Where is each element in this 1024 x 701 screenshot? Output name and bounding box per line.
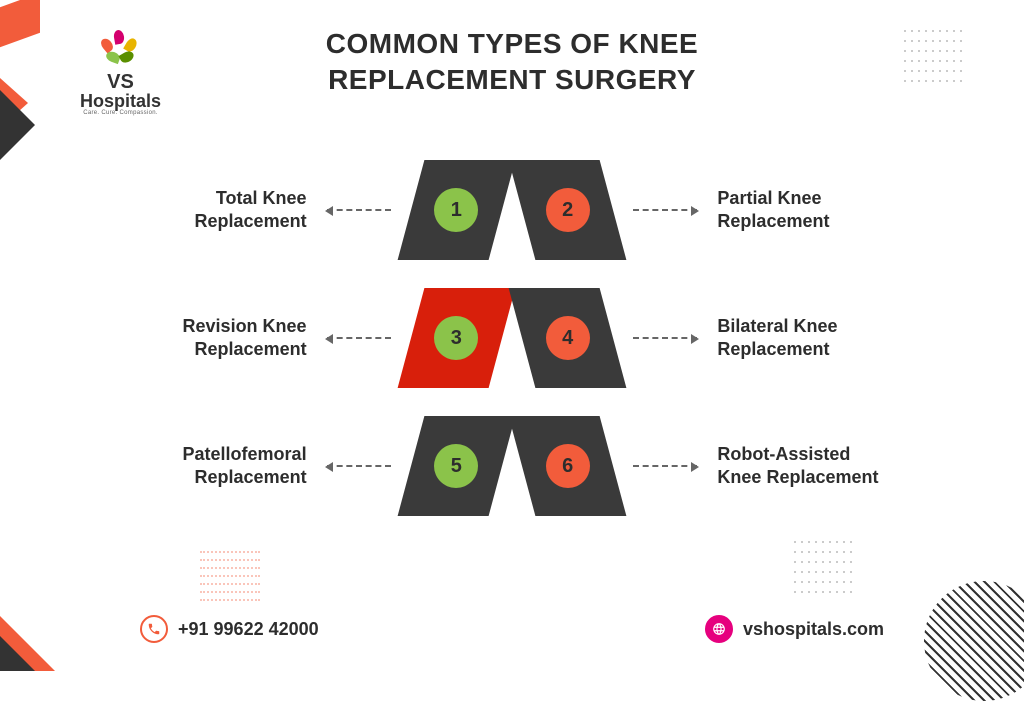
number-badge-2: 2 [546, 188, 590, 232]
number-badge-1: 1 [434, 188, 478, 232]
grid-row-1: Total Knee Replacement 1 2 Partial Knee … [142, 160, 882, 260]
item-label-4: Bilateral Knee Replacement [717, 315, 882, 362]
page-title-line2: REPLACEMENT SURGERY [0, 64, 1024, 96]
item-label-5: Patellofemoral Replacement [142, 443, 307, 490]
number-badge-6: 6 [546, 444, 590, 488]
grid-row-2: Revision Knee Replacement 3 4 Bilateral … [142, 288, 882, 388]
website-contact: vshospitals.com [705, 615, 884, 643]
deco-wavy-lines [200, 551, 260, 611]
arrow-right-icon [633, 337, 697, 339]
phone-icon [140, 615, 168, 643]
arrow-left-icon [327, 337, 391, 339]
item-label-3: Revision Knee Replacement [142, 315, 307, 362]
deco-dots-br [794, 541, 854, 601]
footer: +91 99622 42000 vshospitals.com [0, 615, 1024, 643]
tile-5: 5 [411, 416, 502, 516]
arrow-left-icon [327, 465, 391, 467]
item-label-6: Robot-Assisted Knee Replacement [717, 443, 882, 490]
item-label-1: Total Knee Replacement [142, 187, 307, 234]
grid-row-3: Patellofemoral Replacement 5 6 Robot-Ass… [142, 416, 882, 516]
page-title-line1: COMMON TYPES OF KNEE [0, 28, 1024, 60]
arrow-right-icon [633, 209, 697, 211]
deco-top-left-dark [0, 90, 35, 160]
tile-2: 2 [522, 160, 613, 260]
globe-icon [705, 615, 733, 643]
phone-contact: +91 99622 42000 [140, 615, 319, 643]
tile-3: 3 [411, 288, 502, 388]
website-url: vshospitals.com [743, 619, 884, 640]
phone-number: +91 99622 42000 [178, 619, 319, 640]
types-grid: Total Knee Replacement 1 2 Partial Knee … [142, 160, 882, 544]
tile-6: 6 [522, 416, 613, 516]
number-badge-4: 4 [546, 316, 590, 360]
item-label-2: Partial Knee Replacement [717, 187, 882, 234]
number-badge-3: 3 [434, 316, 478, 360]
arrow-right-icon [633, 465, 697, 467]
tile-1: 1 [411, 160, 502, 260]
number-badge-5: 5 [434, 444, 478, 488]
arrow-left-icon [327, 209, 391, 211]
tile-4: 4 [522, 288, 613, 388]
logo-tagline: Care. Cure. Compassion. [80, 110, 161, 116]
